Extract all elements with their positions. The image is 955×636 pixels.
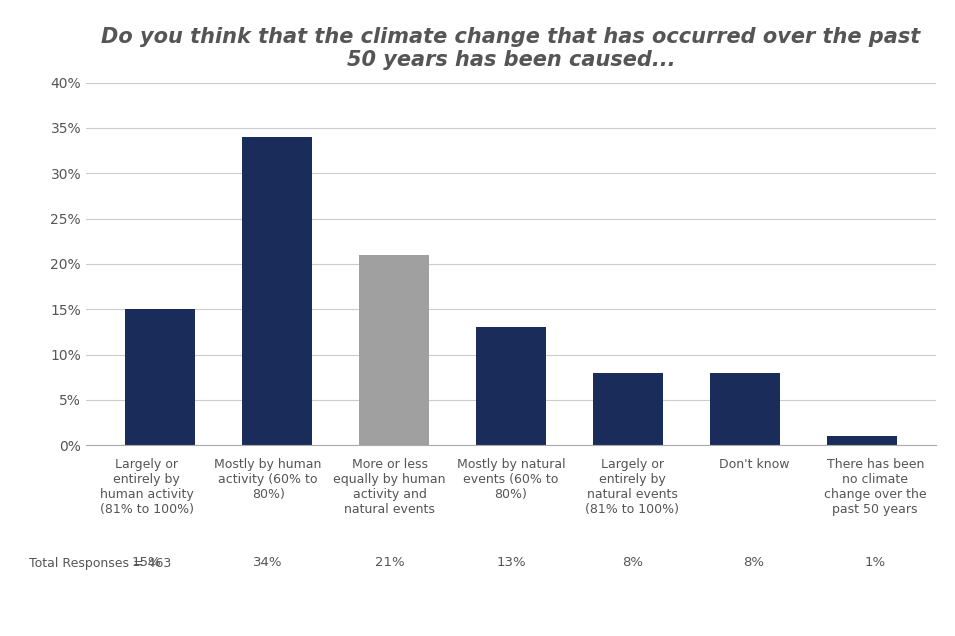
Bar [476,328,546,445]
Text: 21%: 21% [374,556,404,569]
Text: More or less
equally by human
activity and
natural events: More or less equally by human activity a… [333,458,446,516]
Text: Mostly by human
activity (60% to
80%): Mostly by human activity (60% to 80%) [214,458,322,501]
Text: Mostly by natural
events (60% to
80%): Mostly by natural events (60% to 80%) [456,458,565,501]
Title: Do you think that the climate change that has occurred over the past
50 years ha: Do you think that the climate change tha… [101,27,921,70]
Text: 1%: 1% [864,556,885,569]
Text: Total Responses = 463: Total Responses = 463 [29,556,171,569]
Text: Don't know: Don't know [718,458,789,471]
Text: Largely or
entirely by
human activity
(81% to 100%): Largely or entirely by human activity (8… [99,458,194,516]
Text: 8%: 8% [622,556,643,569]
Bar [359,255,429,445]
Text: 34%: 34% [253,556,283,569]
Text: There has been
no climate
change over the
past 50 years: There has been no climate change over th… [824,458,926,516]
Text: Largely or
entirely by
natural events
(81% to 100%): Largely or entirely by natural events (8… [585,458,679,516]
Bar [242,137,312,445]
Bar [593,373,663,445]
Bar [124,309,195,445]
Bar [710,373,780,445]
Text: 8%: 8% [743,556,764,569]
Text: 15%: 15% [132,556,161,569]
Bar [827,436,898,445]
Text: 13%: 13% [496,556,526,569]
